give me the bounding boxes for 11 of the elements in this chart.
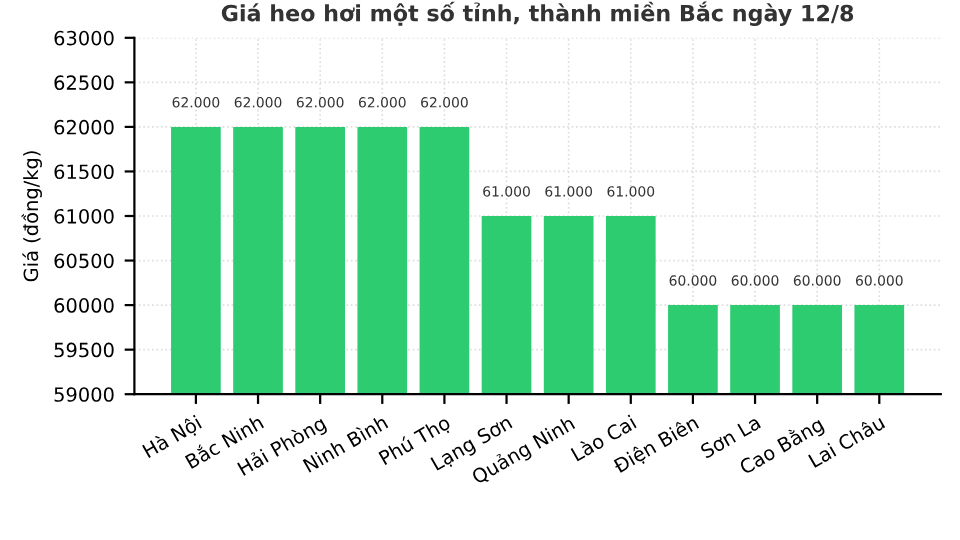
y-tick-label: 61500 [54, 164, 114, 180]
y-tick-label: 62000 [54, 119, 114, 135]
y-tick-label: 59500 [54, 342, 114, 358]
y-tick-label: 60000 [54, 298, 114, 313]
y-tick-label: 60500 [54, 253, 114, 269]
y-axis-title: Giá (đồng/kg) [21, 151, 42, 282]
y-tick-label: 62500 [54, 75, 114, 91]
y-tick-label: 61000 [54, 208, 114, 224]
y-tick-label: 59000 [54, 387, 114, 402]
y-tick-label: 63000 [54, 30, 114, 46]
chart-title: Giá heo hơi một số tỉnh, thành miền Bắc ngày 12/8 [221, 1, 854, 26]
